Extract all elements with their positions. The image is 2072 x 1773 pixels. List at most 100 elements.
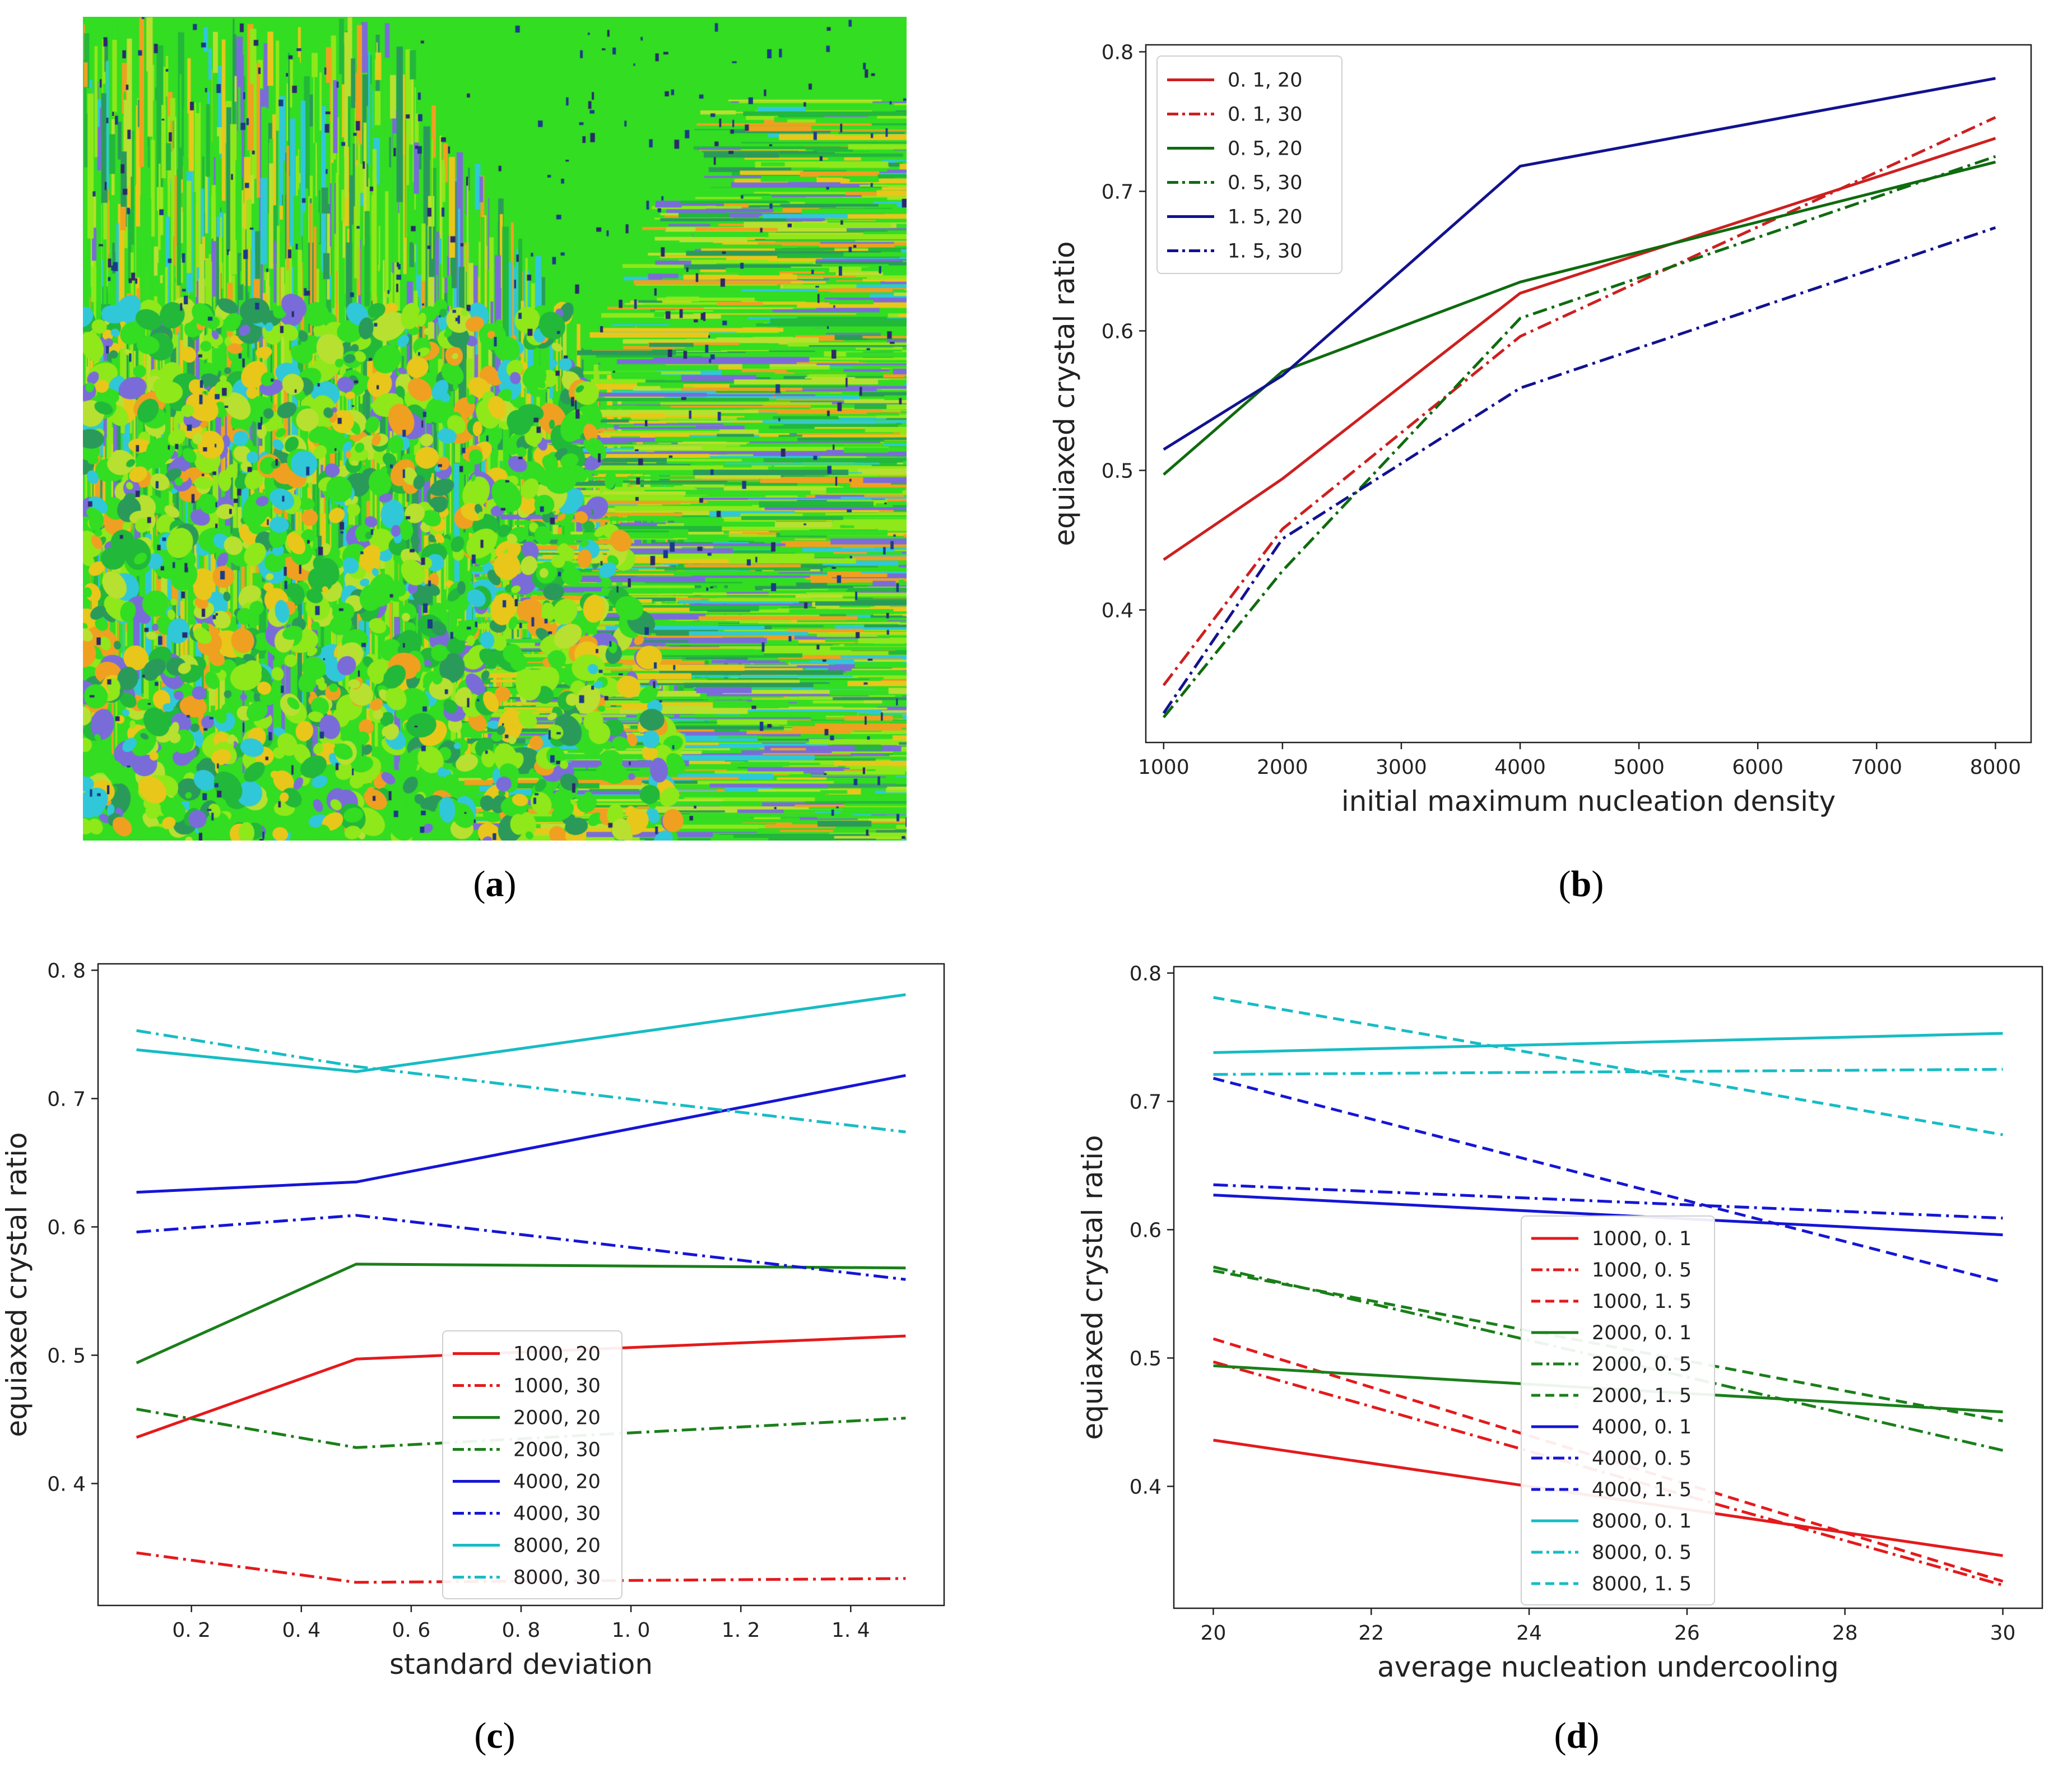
legend-label: 2000, 0. 5 <box>1592 1353 1692 1376</box>
x-tick-label: 6000 <box>1732 756 1783 779</box>
legend-label: 2000, 0. 1 <box>1592 1322 1692 1344</box>
y-axis-title: equiaxed crystal ratio <box>1076 1135 1109 1440</box>
x-axis-title: standard deviation <box>389 1648 653 1681</box>
x-axis-title: average nucleation undercooling <box>1377 1651 1839 1683</box>
legend-label: 1. 5, 30 <box>1228 240 1303 263</box>
x-tick-label: 2000 <box>1257 756 1308 779</box>
y-tick-label: 0.8 <box>1102 41 1133 64</box>
y-axis-title: equiaxed crystal ratio <box>1048 241 1081 546</box>
legend-label: 4000, 30 <box>513 1503 601 1525</box>
legend-label: 0. 5, 20 <box>1228 138 1303 160</box>
series-line <box>1213 1194 2003 1237</box>
x-tick-label: 0. 8 <box>502 1619 541 1642</box>
x-tick-label: 22 <box>1358 1622 1384 1645</box>
y-tick-label: 0.4 <box>1130 1475 1162 1498</box>
y-tick-label: 0. 8 <box>47 959 86 982</box>
legend-label: 1000, 0. 1 <box>1592 1228 1692 1250</box>
series-line <box>1162 226 1996 714</box>
y-tick-label: 0. 5 <box>47 1344 86 1367</box>
y-tick-label: 0.4 <box>1102 599 1133 622</box>
x-tick-label: 0. 4 <box>282 1619 320 1642</box>
panel-d: 20 22 24 26 28 30 0.4 0.5 0.6 0.7 0.8 average nucle… <box>1076 941 2062 1683</box>
series-line <box>136 1263 906 1364</box>
legend-box <box>1521 1215 1715 1605</box>
series-line <box>136 1029 906 1134</box>
series-line <box>1162 116 1996 686</box>
caption-b: (b) <box>1558 864 1604 904</box>
legend-label: 8000, 0. 1 <box>1592 1510 1692 1533</box>
y-tick-label: 0.7 <box>1102 180 1133 203</box>
caption-a: (a) <box>473 864 517 904</box>
legend-label: 1000, 1. 5 <box>1592 1291 1692 1313</box>
x-tick-label: 8000 <box>1970 756 2022 779</box>
legend-label: 0. 1, 20 <box>1228 69 1303 92</box>
x-tick-label: 7000 <box>1851 756 1902 779</box>
x-tick-label: 24 <box>1516 1622 1542 1645</box>
series-line <box>1163 160 1996 476</box>
legend-label: 8000, 1. 5 <box>1592 1573 1692 1595</box>
series-line <box>1213 1032 2003 1054</box>
x-tick-label: 0. 2 <box>172 1619 211 1642</box>
x-tick-label: 30 <box>1990 1622 2016 1645</box>
legend-label: 4000, 0. 5 <box>1592 1447 1692 1470</box>
x-tick-label: 3000 <box>1376 756 1427 779</box>
series-line <box>136 1551 906 1584</box>
y-axis-title: equiaxed crystal ratio <box>1 1132 33 1437</box>
legend-label: 1000, 20 <box>513 1343 601 1366</box>
series-line <box>1162 155 1996 718</box>
y-tick-label: 0. 6 <box>47 1216 86 1239</box>
x-tick-label: 20 <box>1201 1622 1227 1645</box>
chart-c: 0. 2 0. 4 0. 6 0. 8 1. 0 1. 2 1. 4 0. 4 0. 5 0. 6… <box>1 959 945 1681</box>
series-line <box>136 1214 906 1281</box>
plot-frame <box>1173 966 2043 1609</box>
x-tick-label: 5000 <box>1613 756 1665 779</box>
legend-label: 8000, 30 <box>513 1567 601 1589</box>
series-line <box>1212 1076 2004 1284</box>
microstructure-image <box>83 17 907 841</box>
legend-label: 0. 1, 30 <box>1228 104 1303 126</box>
y-tick-label: 0.6 <box>1102 320 1133 343</box>
panel-c: 0. 2 0. 4 0. 6 0. 8 1. 0 1. 2 1. 4 0. 4 0. 5 0. 6… <box>0 941 964 1681</box>
series-line <box>136 1334 906 1439</box>
series-line <box>136 1074 906 1194</box>
x-tick-label: 4000 <box>1494 756 1546 779</box>
series-line <box>1212 1337 2004 1583</box>
series-line <box>1163 137 1996 561</box>
series-line <box>1213 1067 2003 1076</box>
caption-c: (c) <box>474 1715 515 1756</box>
legend-label: 1000, 30 <box>513 1375 601 1398</box>
y-tick-label: 0. 4 <box>47 1473 86 1496</box>
legend-label: 4000, 1. 5 <box>1592 1479 1692 1501</box>
chart-d: 20 22 24 26 28 30 0.4 0.5 0.6 0.7 0.8 average nucle… <box>1076 962 2043 1683</box>
legend-label: 2000, 1. 5 <box>1592 1385 1692 1407</box>
x-tick-label: 28 <box>1832 1622 1858 1645</box>
x-tick-label: 26 <box>1674 1622 1700 1645</box>
panel-b: 1000 2000 3000 4000 5000 6000 7000 8000 0.4 0.5 0.… <box>1037 34 2062 852</box>
legend-label: 0. 5, 30 <box>1228 172 1303 194</box>
y-tick-label: 0.7 <box>1130 1090 1162 1113</box>
y-tick-label: 0.8 <box>1130 962 1162 985</box>
x-tick-label: 1. 4 <box>831 1619 870 1642</box>
series-line <box>1213 996 2003 1136</box>
series-line <box>136 1408 906 1449</box>
y-tick-label: 0.5 <box>1102 460 1133 482</box>
x-axis-title: initial maximum nucleation density <box>1341 785 1836 818</box>
plot-frame <box>1145 44 2032 744</box>
series-line <box>1213 1183 2003 1220</box>
x-tick-label: 1. 2 <box>722 1619 760 1642</box>
x-tick-label: 1. 0 <box>612 1619 651 1642</box>
caption-d: (d) <box>1554 1715 1600 1756</box>
y-tick-label: 0.5 <box>1130 1347 1162 1370</box>
panel-a <box>83 17 907 841</box>
legend-label: 8000, 0. 5 <box>1592 1542 1692 1564</box>
legend-label: 4000, 0. 1 <box>1592 1416 1692 1438</box>
legend-box <box>1156 55 1342 274</box>
legend-label: 4000, 20 <box>513 1471 601 1493</box>
legend-label: 1. 5, 20 <box>1228 206 1303 229</box>
legend-box <box>442 1330 622 1599</box>
series-line <box>1163 77 1996 451</box>
x-tick-label: 0. 6 <box>392 1619 431 1642</box>
y-tick-label: 0.6 <box>1130 1219 1162 1242</box>
x-tick-label: 1000 <box>1138 756 1190 779</box>
chart-b: 1000 2000 3000 4000 5000 6000 7000 8000 0.4 0.5 0.… <box>1048 41 2032 818</box>
